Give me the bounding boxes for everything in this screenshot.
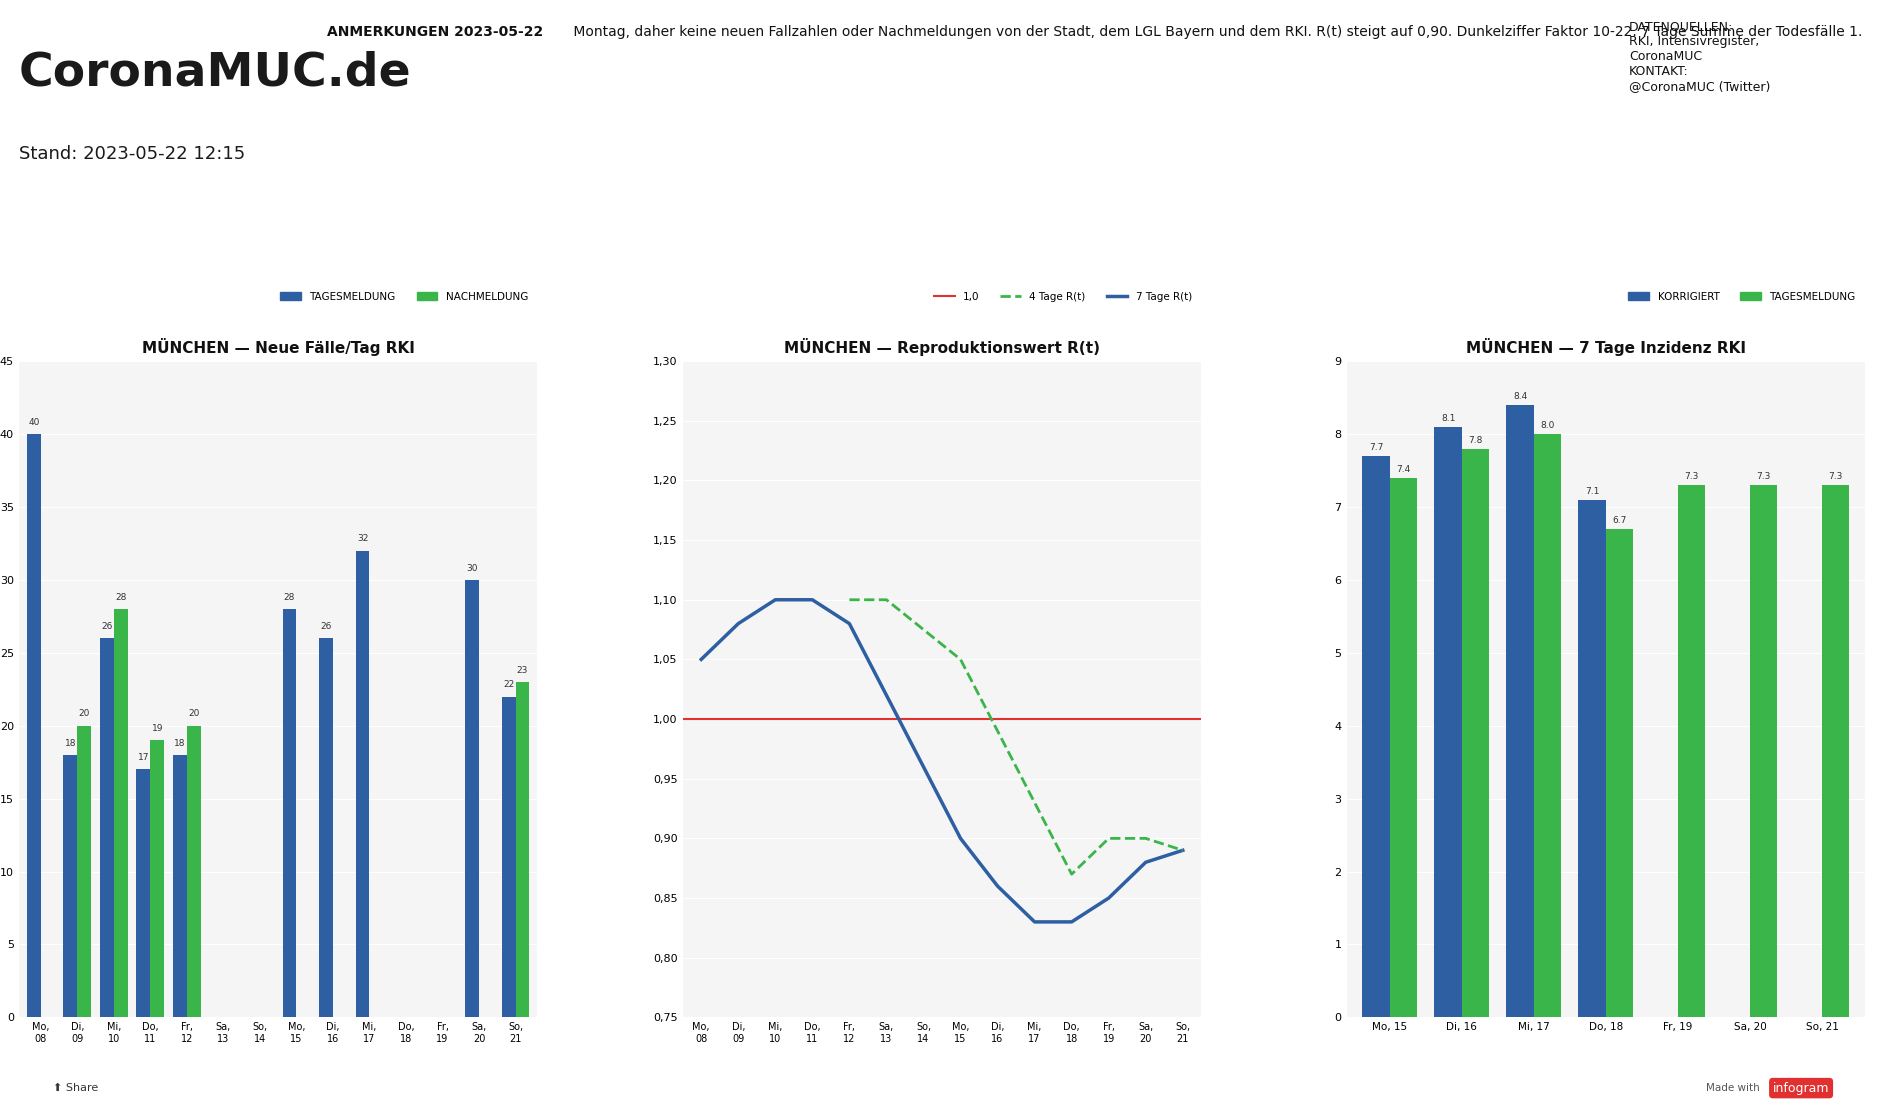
Text: 19: 19 [151,724,164,733]
Text: INTENSIVBETTENBELEGUNG: INTENSIVBETTENBELEGUNG [706,221,870,231]
Text: 7.7: 7.7 [1370,443,1383,452]
Text: 7.3: 7.3 [1829,472,1843,481]
Bar [465,580,479,1018]
Title: MÜNCHEN — Neue Fälle/Tag RKI: MÜNCHEN — Neue Fälle/Tag RKI [141,338,414,356]
Text: 7.1: 7.1 [1584,487,1600,496]
Bar [100,638,113,1018]
Text: Gesamt: 721.332: Gesamt: 721.332 [128,327,219,337]
Text: Montag, daher keine neuen Fallzahlen oder Nachmeldungen von der Stadt, dem LGL B: Montag, daher keine neuen Fallzahlen ode… [569,26,1861,39]
Text: 20: 20 [79,710,90,719]
Text: 18: 18 [64,739,75,748]
Text: TODESFÄLLE: TODESFÄLLE [443,221,518,231]
Text: 7,3: 7,3 [1684,258,1739,287]
Title: MÜNCHEN — 7 Tage Inzidenz RKI: MÜNCHEN — 7 Tage Inzidenz RKI [1466,338,1746,356]
Text: 40: 40 [28,417,40,426]
Bar [151,740,164,1018]
Text: 23: 23 [516,665,528,675]
Bar [1750,485,1777,1018]
Text: DATENQUELLEN:
RKI, Intensivregister,
CoronaMUC
KONTAKT:
@CoronaMUC (Twitter): DATENQUELLEN: RKI, Intensivregister, Cor… [1630,20,1771,94]
Legend: TAGESMELDUNG, NACHMELDUNG: TAGESMELDUNG, NACHMELDUNG [277,288,533,306]
Text: BESTÄTIGTE FÄLLE: BESTÄTIGTE FÄLLE [119,221,226,231]
Text: INZIDENZ RKI: INZIDENZ RKI [1671,221,1750,231]
Text: 8.0: 8.0 [1541,422,1554,431]
Text: 8.1: 8.1 [1441,414,1454,423]
Bar [187,725,202,1018]
Bar [1822,485,1850,1018]
Text: 26: 26 [320,622,332,631]
Text: 17: 17 [138,753,149,762]
Bar [26,434,41,1018]
Text: Täglich: Täglich [1078,341,1113,352]
Text: ANMERKUNGEN 2023-05-22: ANMERKUNGEN 2023-05-22 [326,26,543,39]
Text: Täglich: Täglich [771,341,806,352]
Title: MÜNCHEN — Reproduktionswert R(t): MÜNCHEN — Reproduktionswert R(t) [784,338,1100,356]
Text: REPRODUKTIONSWERT: REPRODUKTIONSWERT [1336,221,1471,231]
Bar [113,609,128,1018]
Text: k.A.: k.A. [139,258,207,287]
Bar [1390,478,1417,1018]
Bar [501,696,516,1018]
Text: 26: 26 [102,622,113,631]
Bar [64,754,77,1018]
Text: Gesamt: 2.638: Gesamt: 2.638 [441,327,520,337]
Text: DUNKELZIFFER FAKTOR: DUNKELZIFFER FAKTOR [1027,221,1164,231]
Text: * RKI Zahlen zu Inzidenz, Fallzahlen, Nachmeldungen und Todesfällen: Dienstag bi: * RKI Zahlen zu Inzidenz, Fallzahlen, Na… [447,1072,1437,1087]
Text: 28: 28 [284,593,296,602]
Text: k.A.: k.A. [447,258,514,287]
Text: 7.3: 7.3 [1684,472,1699,481]
Bar [318,638,333,1018]
Text: IFR/KH basiert: IFR/KH basiert [1059,327,1132,337]
Text: Di–Sa.*: Di–Sa.* [462,341,499,352]
Text: 22: 22 [503,681,514,690]
Text: 32: 32 [356,535,367,543]
Bar [1434,426,1462,1018]
Text: Di–Sa.*: Di–Sa.* [1692,327,1730,337]
Bar [1579,500,1605,1018]
Text: 7.3: 7.3 [1756,472,1771,481]
Bar [1534,434,1562,1018]
Bar [516,682,529,1018]
Bar [1679,485,1705,1018]
Legend: KORRIGIERT, TAGESMELDUNG: KORRIGIERT, TAGESMELDUNG [1624,288,1860,306]
Text: 8.4: 8.4 [1513,392,1528,402]
Text: 28: 28 [115,593,126,602]
Text: 7.8: 7.8 [1468,436,1483,445]
Text: 7.4: 7.4 [1396,465,1411,474]
Text: 30: 30 [467,564,479,573]
Text: MÜNCHEN     VERÄNDERUNG: MÜNCHEN VERÄNDERUNG [714,327,863,337]
Text: ⬆ Share: ⬆ Share [53,1084,98,1093]
Text: CoronaMUC.de: CoronaMUC.de [19,50,411,95]
Bar [77,725,90,1018]
Text: Di–Sa.*: Di–Sa.* [154,341,192,352]
Text: 18: 18 [173,739,187,748]
Bar [136,769,151,1018]
Text: 20: 20 [188,710,200,719]
Text: 10   +1: 10 +1 [727,258,850,287]
Text: Täglich: Täglich [1385,341,1422,352]
Bar [1507,405,1534,1018]
Text: Stand: 2023-05-22 12:15: Stand: 2023-05-22 12:15 [19,145,245,163]
Bar [1462,449,1488,1018]
Bar [1605,529,1633,1018]
Bar [283,609,296,1018]
Bar [173,754,187,1018]
Text: 6.7: 6.7 [1613,517,1626,526]
Text: 10–22: 10–22 [1046,258,1145,287]
Text: Quelle: CoronaMUC: Quelle: CoronaMUC [1353,327,1454,337]
Text: 0,90 ▲: 0,90 ▲ [1349,258,1458,287]
Bar [356,550,369,1018]
Text: infogram: infogram [1773,1081,1829,1095]
Legend: 1,0, 4 Tage R(t), 7 Tage R(t): 1,0, 4 Tage R(t), 7 Tage R(t) [929,288,1196,306]
Text: Made with: Made with [1705,1084,1760,1093]
Bar [1362,456,1390,1018]
